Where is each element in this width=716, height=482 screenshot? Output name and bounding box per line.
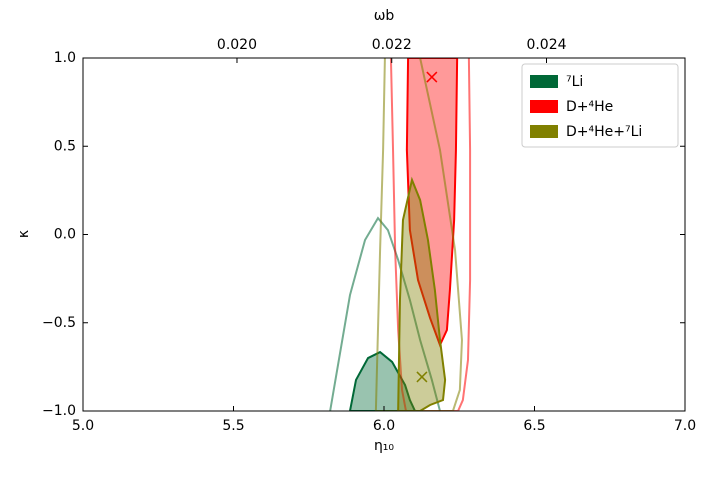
x-tick-label: 7.0 (674, 418, 696, 434)
y-tick-label: −1.0 (42, 403, 76, 419)
x-tick-label: 6.5 (523, 418, 545, 434)
x-tick-label: 5.0 (72, 418, 94, 434)
x-tick-label: 5.5 (222, 418, 244, 434)
confidence-region (405, 58, 459, 348)
y-tick-label: −0.5 (42, 315, 76, 331)
confidence-region (397, 176, 447, 411)
legend-swatch (530, 75, 558, 88)
legend-label: D+⁴He (566, 99, 613, 115)
y-tick-label: 0.0 (54, 227, 76, 243)
x2-tick-label: 0.022 (372, 37, 412, 53)
legend-box (521, 63, 679, 148)
x2-tick-label: 0.024 (526, 37, 566, 53)
x-axis-label: η₁₀ (374, 438, 394, 454)
outer-contour (389, 58, 472, 411)
y-tick-label: 1.0 (54, 50, 76, 66)
best-fit (416, 371, 428, 383)
legend-label: D+⁴He+⁷Li (566, 124, 642, 140)
outer-contour (329, 216, 441, 411)
plot-area (329, 58, 472, 411)
y-axis-label: κ (16, 230, 32, 238)
outer-contour (374, 58, 463, 411)
legend-swatch (530, 125, 558, 138)
legend-label: ⁷Li (566, 74, 583, 90)
x2-tick-label: 0.020 (217, 37, 257, 53)
x2-axis-label: ωb (374, 8, 395, 24)
x-tick-label: 6.0 (373, 418, 395, 434)
legend-swatch (530, 100, 558, 113)
y-tick-label: 0.5 (54, 138, 76, 154)
best-fit (426, 71, 438, 83)
